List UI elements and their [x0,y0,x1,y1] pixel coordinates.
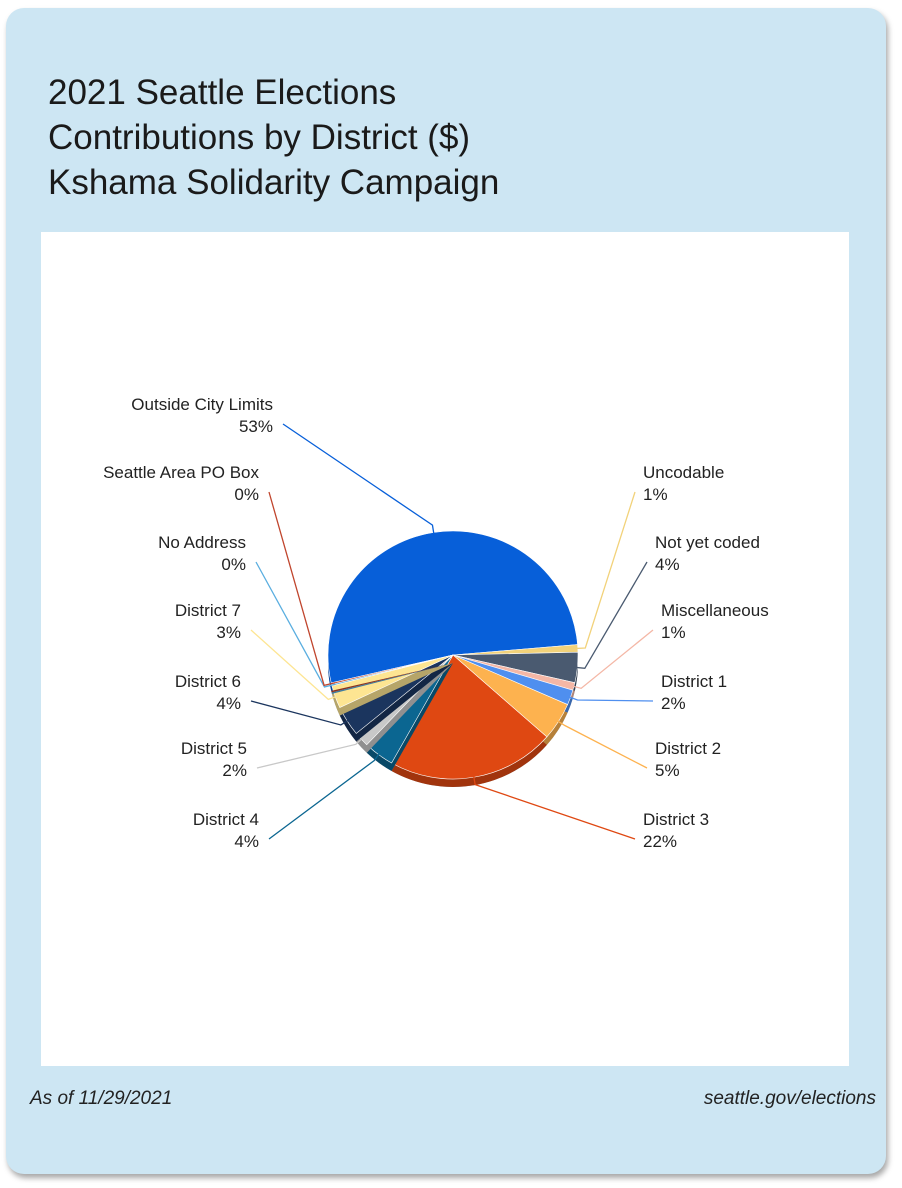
slice-label-miscellaneous: Miscellaneous [661,601,769,620]
slice-value-district-1: 2% [661,694,686,713]
leader-line-district-6 [250,700,351,726]
slice-value-no-address: 0% [221,555,246,574]
slice-label-not-yet-coded: Not yet coded [655,533,760,552]
slice-label-district-2: District 2 [655,739,721,758]
leader-line-district-1 [566,695,654,702]
pie-slice-side-seattle-area-po-box [331,663,453,693]
slice-value-outside-city-limits: 53% [239,417,273,436]
slice-value-district-5: 2% [222,761,247,780]
slice-label-seattle-area-po-box: Seattle Area PO Box [103,463,259,482]
leader-line-district-3 [472,773,636,840]
chart-title: 2021 Seattle Elections Contributions by … [48,70,499,205]
leader-line-uncodable [574,491,636,650]
slice-label-district-1: District 1 [661,672,727,691]
title-line-1: 2021 Seattle Elections [48,73,397,112]
slice-value-uncodable: 1% [643,485,668,504]
as-of-date: As of 11/29/2021 [30,1088,173,1109]
leader-line-not-yet-coded [573,561,648,670]
slice-value-not-yet-coded: 4% [655,555,680,574]
slice-value-district-4: 4% [234,832,259,851]
title-line-2: Contributions by District ($) [48,118,471,157]
leader-line-district-5 [256,736,365,769]
slice-label-no-address: No Address [158,533,246,552]
slice-label-district-3: District 3 [643,810,709,829]
slice-value-district-6: 4% [216,694,241,713]
pie-slice-side-no-address [331,663,453,694]
slice-value-miscellaneous: 1% [661,623,686,642]
slice-label-district-5: District 5 [181,739,247,758]
source-link[interactable]: seattle.gov/elections [703,1088,876,1109]
slice-value-seattle-area-po-box: 0% [234,485,259,504]
slice-label-district-6: District 6 [175,672,241,691]
leader-line-district-7 [250,629,340,701]
pie-slices [327,530,579,787]
pie-slice-side-district-7 [331,663,453,716]
slice-value-district-7: 3% [216,623,241,642]
leader-line-outside-city-limits [282,423,435,537]
slice-label-outside-city-limits: Outside City Limits [131,395,273,414]
pie-chart: Outside City Limits 53% Uncodable 1% Not yet… [103,395,769,851]
slice-value-district-3: 22% [643,832,677,851]
chart-panel: Outside City Limits 53% Uncodable 1% Not yet… [41,232,849,1066]
leader-line-district-2 [554,718,648,769]
slice-labels: Outside City Limits 53% Uncodable 1% Not yet… [103,395,769,851]
leader-line-miscellaneous [570,629,654,690]
leader-line-no-address [255,561,336,688]
slice-label-uncodable: Uncodable [643,463,724,482]
leader-line-district-4 [268,751,382,840]
slice-label-district-7: District 7 [175,601,241,620]
leader-lines [250,423,654,840]
slice-value-district-2: 5% [655,761,680,780]
title-line-3: Kshama Solidarity Campaign [48,163,500,202]
slice-label-district-4: District 4 [193,810,259,829]
leader-line-seattle-area-po-box [268,491,336,687]
